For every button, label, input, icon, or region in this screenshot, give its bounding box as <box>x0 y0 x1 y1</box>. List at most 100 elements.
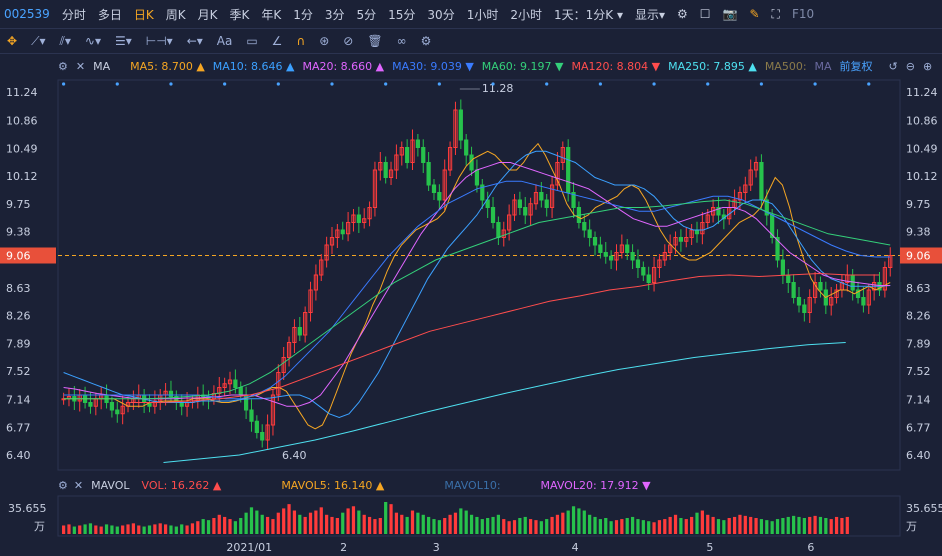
ma-name[interactable]: MA <box>93 59 111 73</box>
volume-bar <box>443 518 447 534</box>
y-tick-label-right: 6.40 <box>906 449 931 462</box>
volume-bar <box>647 521 651 534</box>
trend-line-icon[interactable]: ⟋▾ <box>31 33 46 48</box>
candle-body <box>453 109 458 148</box>
event-marker <box>652 82 656 86</box>
pen-icon[interactable]: ✎ <box>749 7 760 21</box>
volume-bar <box>88 523 93 534</box>
candle-body <box>678 237 684 242</box>
f10-button[interactable]: F10 <box>791 7 815 21</box>
arrow-icon[interactable]: ←▾ <box>186 34 203 48</box>
y-tick-label-left: 6.40 <box>6 449 31 462</box>
wave-icon[interactable]: ∿▾ <box>84 34 101 48</box>
zoom-out-icon[interactable]: ⊖ <box>905 59 915 73</box>
period-tab[interactable]: 月K <box>197 7 218 22</box>
volume-bar <box>99 526 103 534</box>
candle-body <box>222 383 227 388</box>
candle-body <box>324 244 329 261</box>
candle-body <box>791 282 796 298</box>
candle-body <box>544 199 549 208</box>
volume-bar <box>625 518 629 534</box>
display-dropdown[interactable]: 显示▾ <box>634 7 665 22</box>
magnet-icon[interactable]: ∩ <box>296 34 306 48</box>
settings-icon[interactable]: ⚙ <box>677 7 688 21</box>
ma-close-icon[interactable]: ✕ <box>75 59 86 73</box>
period-tab[interactable]: 30分 <box>427 7 455 22</box>
ruler-icon[interactable]: ∠ <box>271 34 283 48</box>
vol-close-icon[interactable]: ✕ <box>73 478 84 492</box>
candle-body <box>442 169 447 201</box>
ma-settings-icon[interactable]: ⚙ <box>58 59 68 73</box>
candle-body <box>201 394 206 397</box>
volume-bar <box>437 520 441 534</box>
candle-body <box>265 424 270 441</box>
period-tab[interactable]: 周K <box>165 7 186 22</box>
volume-bar <box>486 518 490 534</box>
candle-body <box>576 207 582 223</box>
period-tab[interactable]: 15分 <box>388 7 416 22</box>
volume-bar <box>384 502 388 534</box>
channel-icon[interactable]: ⫽▾ <box>59 33 71 48</box>
period-tab[interactable]: 1分 <box>293 7 313 22</box>
trash-icon[interactable]: 🗑 <box>367 34 383 48</box>
period-tab[interactable]: 5分 <box>356 7 377 22</box>
camera-icon[interactable]: 📷 <box>722 7 738 21</box>
candle-body <box>254 420 259 433</box>
fullscreen-icon[interactable]: ⛶ <box>771 6 780 21</box>
candle-body <box>292 327 297 343</box>
checkbox-icon[interactable]: ☐ <box>699 7 711 21</box>
hide-icon[interactable]: ⊘ <box>343 34 354 48</box>
y-tick-label-left: 8.63 <box>6 282 31 295</box>
volume-bar <box>115 526 119 534</box>
period-tab[interactable]: 2小时 <box>510 7 542 22</box>
interval-select[interactable]: 1天：1分K ▾ <box>553 7 623 22</box>
link-icon[interactable]: ∞ <box>396 34 407 48</box>
volume-bar <box>620 519 624 534</box>
symbol-code[interactable]: 002539 <box>4 7 50 21</box>
volume-bar <box>147 525 152 534</box>
range-icon[interactable]: ⊢⊣▾ <box>145 34 173 48</box>
candle-body <box>227 379 233 385</box>
ma120-label: MA120: 8.804 ▼ <box>571 59 661 73</box>
period-tab[interactable]: 季K <box>229 7 250 22</box>
volume-bar <box>754 518 758 534</box>
period-tab-active[interactable]: 日K <box>133 7 154 22</box>
candle-body <box>206 396 211 400</box>
period-tab[interactable]: 1小时 <box>466 7 499 22</box>
period-tab[interactable]: 年K <box>261 7 282 22</box>
text-icon[interactable]: Aa <box>216 34 233 48</box>
event-marker <box>62 82 66 86</box>
volume-bar <box>802 518 806 534</box>
vol-settings-icon[interactable]: ⚙ <box>58 478 68 492</box>
volume-bar <box>448 514 452 534</box>
comment-icon[interactable]: ▭ <box>246 34 258 48</box>
period-tab[interactable]: 3分 <box>324 7 345 22</box>
period-tab[interactable]: 分时 <box>61 7 86 22</box>
volume-bar <box>335 518 339 534</box>
vol-name[interactable]: MAVOL <box>91 478 130 492</box>
volume-bar <box>523 516 527 534</box>
adjust-button[interactable]: 前复权 <box>839 60 873 73</box>
period-tab[interactable]: 多日 <box>97 7 122 22</box>
candle-body <box>882 267 887 291</box>
candle-body <box>641 267 646 276</box>
y-tick-label-left: 7.89 <box>6 337 31 350</box>
eye-icon[interactable]: ⊛ <box>319 34 330 48</box>
ma500-label: MA500: <box>764 59 807 73</box>
candle-body <box>464 139 469 156</box>
reset-icon[interactable]: ↺ <box>888 59 898 73</box>
candle-body <box>877 282 882 291</box>
candle-body <box>260 432 265 441</box>
candle-body <box>469 154 474 171</box>
crosshair-icon[interactable]: ✥ <box>7 34 18 48</box>
toolbar-settings-icon[interactable]: ⚙ <box>420 34 432 48</box>
candle-body <box>244 394 249 411</box>
candle-body <box>356 214 361 223</box>
candle-body <box>764 199 769 216</box>
volume-bar <box>475 516 479 534</box>
candle-body <box>501 229 506 238</box>
zoom-in-icon[interactable]: ⊕ <box>922 59 933 73</box>
candle-body <box>786 274 791 283</box>
fib-icon[interactable]: ☰▾ <box>114 34 132 48</box>
